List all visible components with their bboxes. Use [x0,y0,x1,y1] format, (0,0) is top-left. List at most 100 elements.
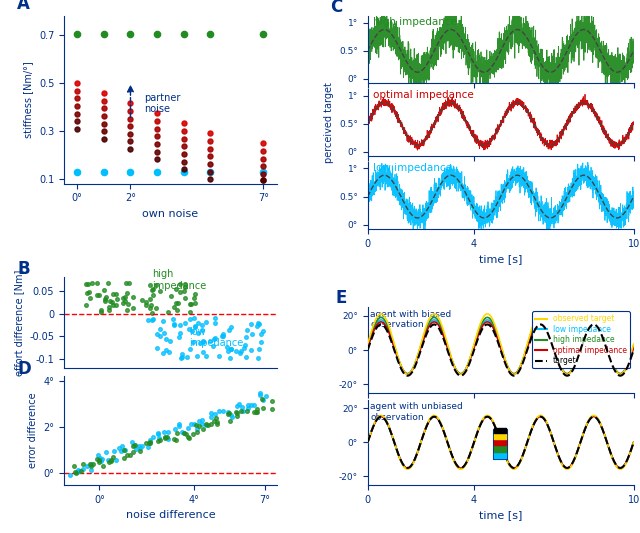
Point [189,294,199,302]
Point [251,408,261,417]
Point [141,298,151,306]
Point [147,316,157,324]
Point [172,299,182,308]
Point [180,283,190,292]
Point [256,337,266,346]
Point [147,291,157,300]
Point [99,119,109,128]
Point [231,347,241,356]
Point [85,459,95,468]
Point [125,122,136,131]
Point [241,325,252,334]
Point [169,435,179,443]
Point [177,428,188,437]
Point [106,455,116,464]
Point [161,346,172,354]
Point [204,421,214,429]
Point [152,344,162,352]
Point [259,176,269,184]
Point [182,433,193,442]
Point [72,167,83,176]
Point [143,316,153,325]
Point [197,321,207,329]
Point [241,333,252,342]
Point [206,413,216,421]
Point [159,432,170,441]
Bar [494,434,506,439]
Point [88,460,98,469]
Point [252,407,262,416]
Point [100,296,110,305]
Point [127,303,138,312]
Point [95,306,106,314]
Point [197,416,207,425]
Point [152,30,162,38]
Point [168,315,178,324]
Point [255,389,265,398]
Point [113,443,124,452]
Point [125,145,136,154]
Point [259,167,269,176]
Point [188,338,198,346]
Point [128,448,138,456]
Point [72,125,83,133]
Text: low impedance: low impedance [373,163,452,173]
Point [179,429,189,438]
Point [252,405,262,414]
Point [170,425,180,434]
Point [72,117,83,126]
Point [145,435,155,444]
Point [195,338,205,347]
Point [259,139,269,148]
Point [147,301,157,309]
Point [104,302,114,311]
Point [70,467,81,476]
Point [180,319,190,328]
Point [119,446,129,455]
Point [175,320,185,329]
Text: B: B [17,260,30,278]
Point [72,109,83,118]
Point [127,438,138,446]
Point [224,326,234,334]
Point [227,345,237,354]
Point [161,335,171,343]
Point [185,300,195,308]
Point [99,96,109,105]
Y-axis label: perceived target: perceived target [324,82,333,163]
Point [179,157,189,166]
Point [186,419,196,428]
Point [186,300,196,309]
Point [74,467,84,476]
Point [103,279,113,287]
Point [240,341,250,350]
Point [122,289,132,297]
Point [210,334,220,343]
Point [242,407,252,416]
Point [116,446,127,455]
Point [125,137,136,146]
Point [212,420,223,429]
Point [179,287,189,296]
Point [155,325,165,333]
Point [99,135,109,143]
Point [258,404,268,413]
Point [192,425,202,434]
Point [243,404,253,413]
Point [118,299,128,308]
Point [238,407,248,416]
Point [76,466,86,475]
Point [122,451,132,459]
Point [92,455,102,463]
Point [169,321,179,329]
Point [190,321,200,330]
Point [259,162,269,171]
Point [147,285,157,294]
Point [179,150,189,158]
Point [176,354,186,362]
Point [185,345,195,353]
Point [171,285,181,293]
Point [163,427,173,436]
Point [257,395,268,403]
Bar [494,440,506,446]
